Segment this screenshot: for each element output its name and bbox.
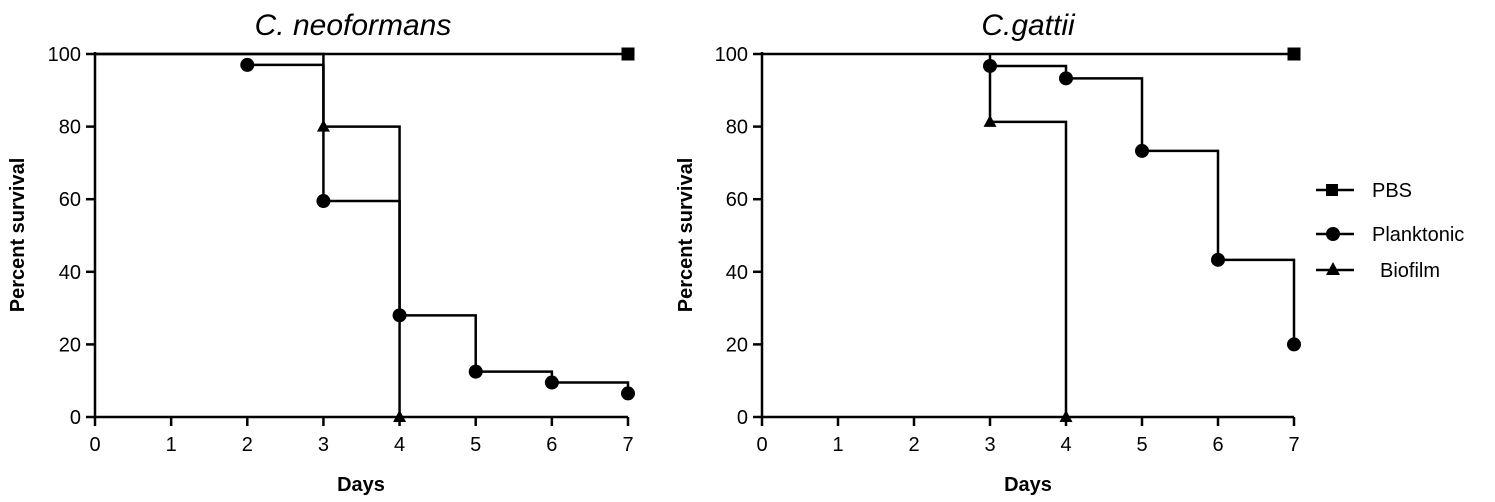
data-point-biofilm xyxy=(1059,410,1073,422)
y-tick-label: 60 xyxy=(59,189,81,211)
plot-area xyxy=(753,47,1301,426)
data-point-pbs xyxy=(621,47,635,61)
x-axis-label: Days xyxy=(337,474,385,496)
chart-neoformans: C. neoformans Percent survival Days 0 20… xyxy=(7,9,635,496)
data-point-planktonic xyxy=(316,194,331,209)
x-tick-label: 1 xyxy=(832,434,843,456)
y-tick-labels: 0 20 40 60 80 100 xyxy=(715,44,748,429)
x-tick-label: 5 xyxy=(1136,434,1147,456)
x-axis-label: Days xyxy=(1004,474,1052,496)
y-tick-labels: 0 20 40 60 80 100 xyxy=(48,44,81,429)
x-tick-label: 2 xyxy=(242,434,253,456)
plot-area xyxy=(86,47,635,426)
y-tick-label: 80 xyxy=(726,117,748,139)
series-line-biofilm xyxy=(95,52,401,417)
x-tick-label: 0 xyxy=(756,434,767,456)
x-tick-label: 7 xyxy=(622,434,633,456)
legend-entry-pbs: PBS xyxy=(1316,180,1412,202)
data-point-planktonic xyxy=(544,375,559,390)
data-point-planktonic xyxy=(240,57,255,72)
x-tick-label: 3 xyxy=(318,434,329,456)
y-tick-label: 40 xyxy=(59,262,81,284)
y-tick-label: 0 xyxy=(737,407,748,429)
x-tick-label: 2 xyxy=(908,434,919,456)
y-tick-label: 100 xyxy=(715,44,748,66)
x-tick-label: 5 xyxy=(470,434,481,456)
legend-label: Planktonic xyxy=(1372,224,1464,246)
legend-entry-biofilm: Biofilm xyxy=(1316,260,1440,282)
data-point-pbs xyxy=(1287,47,1301,61)
x-tick-label: 4 xyxy=(394,434,405,456)
series-line-biofilm xyxy=(988,65,1068,417)
series-line-planktonic xyxy=(988,54,1296,345)
legend: PBS Planktonic Biofilm xyxy=(1316,180,1464,282)
x-tick-labels: 0 1 2 3 4 5 6 7 xyxy=(89,434,633,456)
y-tick-label: 80 xyxy=(59,117,81,139)
y-axis-label: Percent survival xyxy=(7,158,29,313)
legend-entry-planktonic: Planktonic xyxy=(1316,224,1464,246)
data-point-planktonic xyxy=(1135,143,1149,158)
y-tick-label: 40 xyxy=(726,262,748,284)
data-point-biofilm xyxy=(983,114,997,127)
x-tick-label: 1 xyxy=(166,434,177,456)
data-point-planktonic xyxy=(468,364,483,379)
series-line-planktonic xyxy=(247,63,630,394)
data-point-planktonic xyxy=(1211,252,1225,267)
y-tick-label: 100 xyxy=(48,44,81,66)
x-tick-label: 0 xyxy=(89,434,100,456)
chart-title: C.gattii xyxy=(981,9,1076,42)
y-axis-label: Percent survival xyxy=(675,158,697,313)
legend-label: PBS xyxy=(1372,180,1412,202)
square-marker-icon xyxy=(1326,184,1338,196)
x-tick-label: 6 xyxy=(546,434,557,456)
x-tick-labels: 0 1 2 3 4 5 6 7 xyxy=(756,434,1299,456)
data-point-biofilm xyxy=(316,119,330,132)
circle-marker-icon xyxy=(1326,227,1340,241)
axis-lines xyxy=(93,52,628,419)
data-point-planktonic xyxy=(621,386,635,401)
triangle-marker-icon xyxy=(1326,262,1340,275)
x-tick-label: 4 xyxy=(1060,434,1071,456)
chart-gattii: C.gattii Percent survival Days 0 20 40 6… xyxy=(675,9,1301,496)
legend-label: Biofilm xyxy=(1380,260,1440,282)
x-tick-label: 3 xyxy=(984,434,995,456)
chart-title: C. neoformans xyxy=(255,9,452,42)
y-tick-label: 20 xyxy=(726,334,748,356)
y-tick-label: 20 xyxy=(59,334,81,356)
x-tick-label: 7 xyxy=(1288,434,1299,456)
data-point-planktonic xyxy=(1059,71,1073,86)
axis-lines xyxy=(760,52,1294,419)
y-tick-label: 0 xyxy=(70,407,81,429)
y-tick-label: 60 xyxy=(726,189,748,211)
x-tick-label: 6 xyxy=(1212,434,1223,456)
data-point-biofilm xyxy=(393,410,407,422)
data-point-planktonic xyxy=(1287,337,1301,352)
